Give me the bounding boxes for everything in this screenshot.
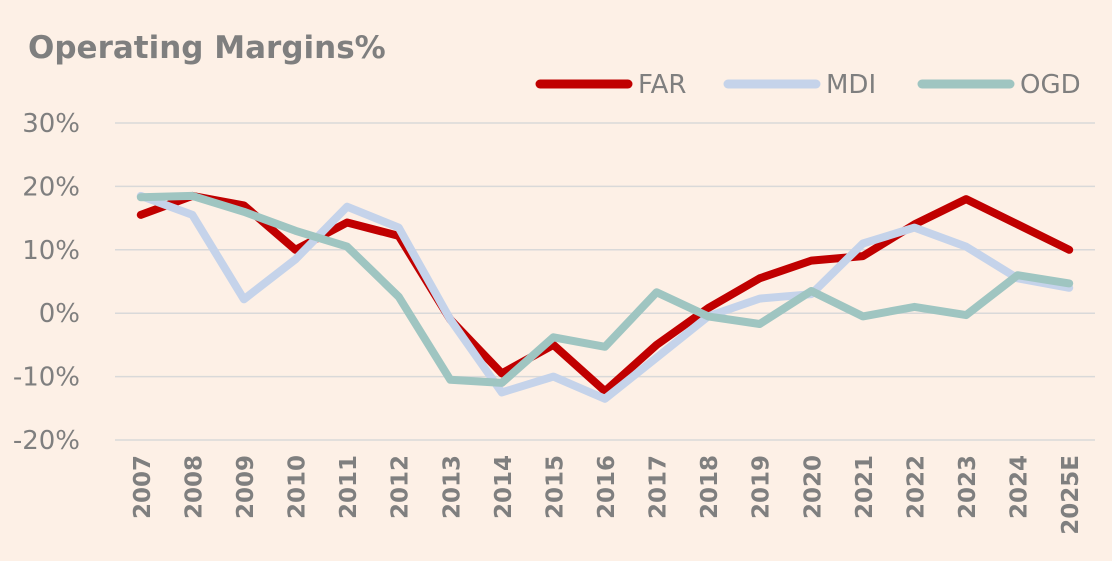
x-tick-label: 2017 [646, 455, 672, 519]
series-line-mdi [136, 191, 1074, 403]
x-tick-label: 2025E [1058, 455, 1084, 535]
x-axis: 2007 2008 2009 2010 2011 2012 2013 2014 2015 2016… [130, 455, 1084, 535]
y-tick-label: -10% [13, 363, 80, 393]
x-tick-label: 2011 [336, 455, 362, 519]
y-tick-label: 30% [22, 109, 80, 139]
x-tick-label: 2022 [903, 455, 929, 519]
x-tick-label: 2012 [388, 455, 414, 519]
series-line-ogd [136, 191, 1074, 387]
x-tick-label: 2014 [491, 455, 517, 519]
y-tick-label: -20% [13, 426, 80, 456]
x-tick-label: 2021 [852, 455, 878, 519]
x-tick-label: 2023 [955, 455, 981, 519]
legend: FAR MDI OGD [535, 70, 1081, 100]
x-tick-label: 2019 [749, 455, 775, 519]
x-tick-label: 2018 [697, 455, 723, 519]
x-tick-label: 2010 [285, 455, 311, 519]
x-tick-label: 2013 [439, 455, 465, 519]
legend-label-mdi: MDI [826, 70, 876, 100]
x-tick-label: 2024 [1007, 455, 1033, 519]
x-tick-label: 2015 [542, 455, 568, 519]
series-lines [136, 191, 1074, 403]
y-tick-label: 10% [22, 236, 80, 266]
y-tick-label: 0% [39, 299, 80, 329]
gridlines [115, 122, 1095, 441]
chart-title: Operating Margins% [28, 30, 386, 66]
x-tick-label: 2020 [800, 455, 826, 519]
x-tick-label: 2009 [233, 455, 259, 519]
x-tick-label: 2008 [181, 455, 207, 519]
legend-label-ogd: OGD [1020, 70, 1081, 100]
y-axis: 30% 20% 10% 0% -10% -20% [13, 109, 80, 456]
y-tick-label: 20% [22, 172, 80, 202]
x-tick-label: 2007 [130, 455, 156, 519]
x-tick-label: 2016 [594, 455, 620, 519]
legend-label-far: FAR [638, 70, 686, 100]
